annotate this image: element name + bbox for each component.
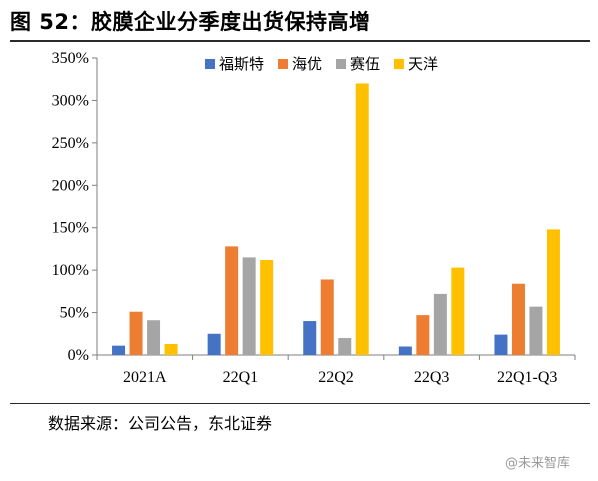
y-tick-label: 100% bbox=[52, 262, 89, 279]
bar-1-22Q1-Q3 bbox=[494, 334, 508, 355]
x-axis: 2021A 22Q1 22Q2 22Q3 22Q1-Q3 bbox=[96, 354, 576, 386]
bar-2-22Q1 bbox=[225, 246, 239, 355]
bar-3-22Q1-Q3 bbox=[529, 306, 543, 355]
y-tick-label: 150% bbox=[52, 220, 89, 237]
bar-1-22Q3 bbox=[398, 346, 412, 355]
bar-2-22Q2 bbox=[320, 279, 334, 355]
y-tick-label: 300% bbox=[52, 92, 89, 109]
legend: 福斯特 海优 赛伍 天洋 bbox=[205, 55, 438, 73]
x-tick-label: 22Q1 bbox=[223, 369, 259, 386]
y-tick-label: 0% bbox=[68, 347, 89, 364]
x-tick-label: 22Q2 bbox=[318, 369, 354, 386]
bar-2-22Q1-Q3 bbox=[511, 283, 525, 355]
bar-4-22Q2 bbox=[355, 83, 369, 355]
bar-4-22Q3 bbox=[451, 267, 465, 355]
y-tick-label: 350% bbox=[52, 50, 89, 67]
bar-1-22Q2 bbox=[303, 321, 317, 355]
legend-label: 赛伍 bbox=[350, 55, 380, 73]
legend-label: 天洋 bbox=[408, 55, 438, 73]
y-tick-label: 250% bbox=[52, 135, 89, 152]
legend-label: 福斯特 bbox=[219, 55, 264, 73]
bar-3-22Q3 bbox=[433, 293, 447, 355]
bar-1-2021A bbox=[112, 345, 126, 355]
bar-chart: 0%50%100%150%200%250%300%350% 2021A 22Q1 2… bbox=[52, 50, 576, 386]
bar-2-2021A bbox=[129, 311, 143, 355]
bar-4-22Q1-Q3 bbox=[546, 229, 560, 355]
legend-swatch bbox=[394, 59, 404, 69]
bar-2-22Q3 bbox=[416, 315, 430, 355]
chart-title: 图 52：胶膜企业分季度出货保持高增 bbox=[10, 10, 371, 34]
bar-4-22Q1 bbox=[260, 259, 274, 355]
x-tick-label: 22Q3 bbox=[414, 369, 450, 386]
bar-3-2021A bbox=[147, 320, 161, 355]
watermark: @未来智库 bbox=[505, 456, 571, 471]
y-axis: 0% 50% 100% 150% 200% 250% 300% 350% bbox=[52, 50, 98, 364]
y-tick-label: 50% bbox=[60, 305, 89, 322]
legend-swatch bbox=[336, 59, 346, 69]
title-divider bbox=[10, 40, 590, 42]
legend-swatch bbox=[205, 59, 215, 69]
legend-label: 海优 bbox=[292, 55, 322, 73]
bar-3-22Q2 bbox=[338, 338, 352, 355]
x-tick-label: 2021A bbox=[123, 369, 167, 386]
y-tick-label: 200% bbox=[52, 177, 89, 194]
source-note: 数据来源：公司公告，东北证券 bbox=[48, 414, 273, 433]
bar-1-22Q1 bbox=[207, 333, 221, 355]
bar-3-22Q1 bbox=[242, 257, 256, 355]
legend-swatch bbox=[278, 59, 288, 69]
source-divider bbox=[10, 403, 590, 404]
bars bbox=[112, 83, 560, 355]
x-tick-label: 22Q1-Q3 bbox=[497, 369, 557, 386]
bar-4-2021A bbox=[164, 343, 178, 355]
